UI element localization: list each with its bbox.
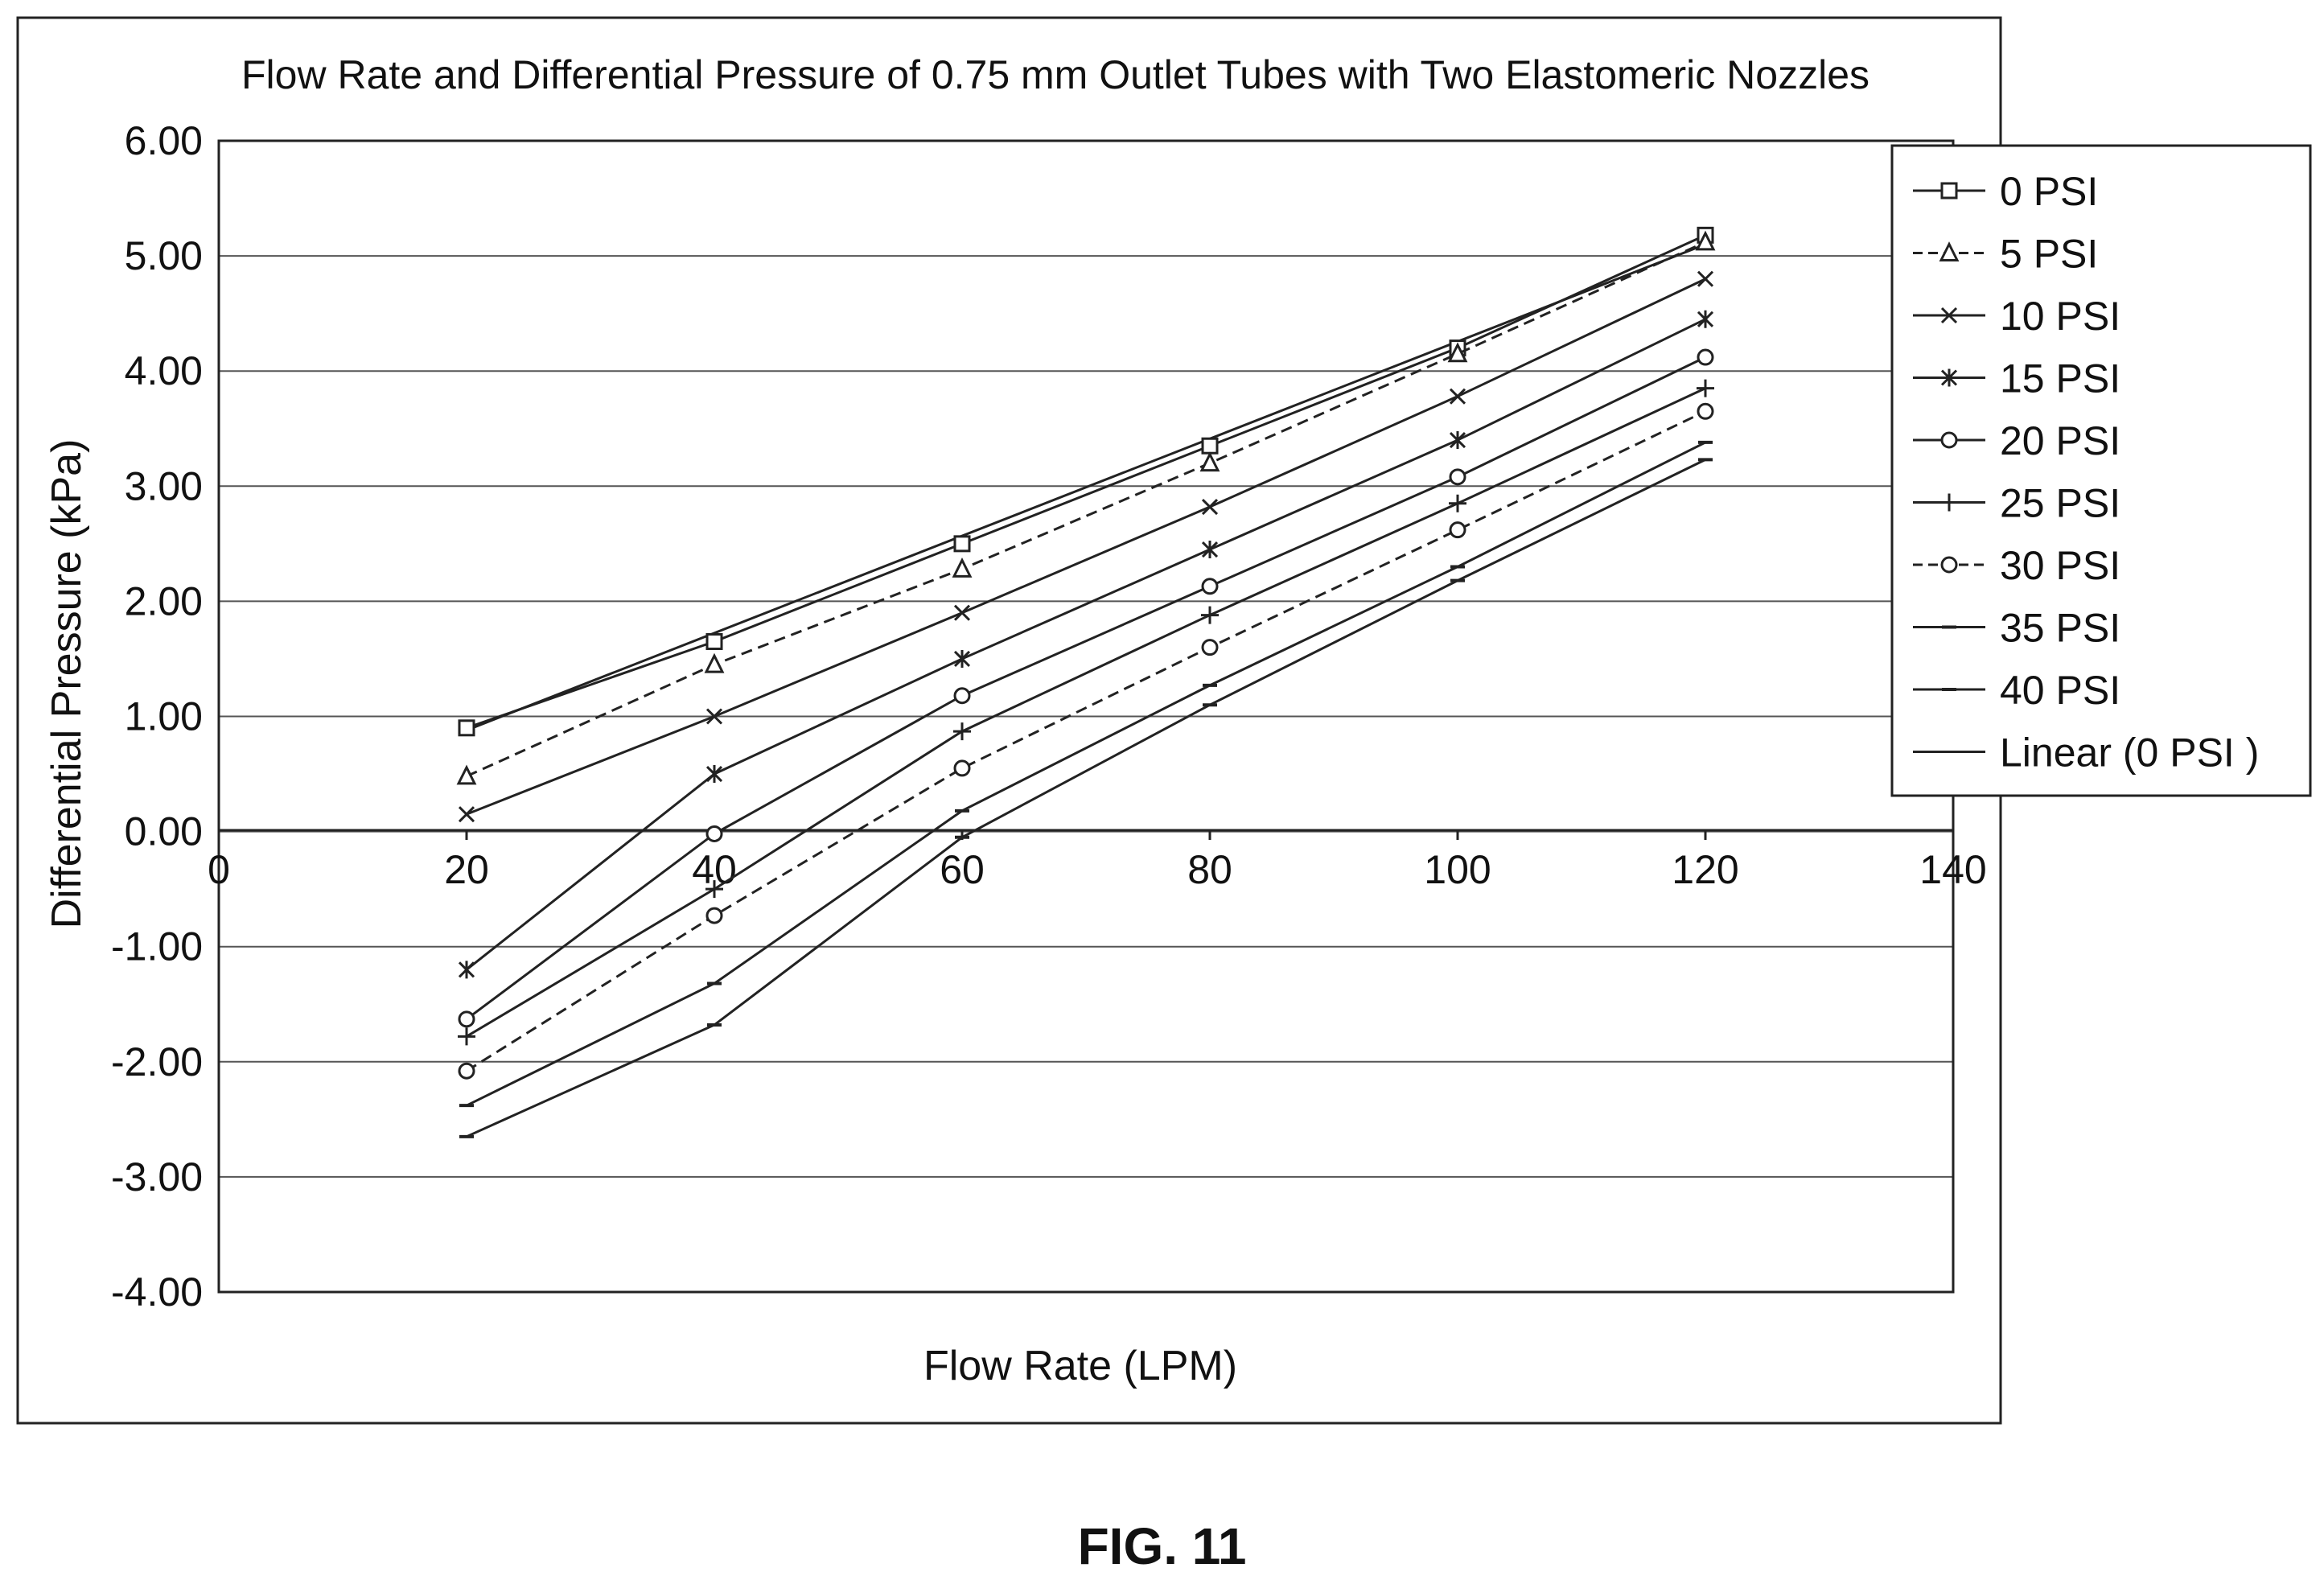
series-line-5 xyxy=(466,387,1706,1038)
y-tick-label: -1.00 xyxy=(111,924,203,969)
legend-label: 25 PSI xyxy=(2000,481,2120,526)
data-point xyxy=(953,722,971,741)
y-tick-label: 6.00 xyxy=(125,118,203,163)
data-point xyxy=(1697,402,1714,420)
legend-label: 15 PSI xyxy=(2000,356,2120,401)
series-line-7 xyxy=(466,441,1706,1107)
data-point xyxy=(705,880,723,899)
series-line-0 xyxy=(466,233,1706,730)
legend-marker xyxy=(1939,241,1960,261)
x-tick-label: 0 xyxy=(208,847,230,892)
legend: 0 PSI 5 PSI 10 PSI 15 PSI 20 PSI 25 PSI 30 PSI… xyxy=(1890,144,2312,797)
data-point xyxy=(1449,388,1466,405)
data-point xyxy=(705,632,723,650)
series-line-4 xyxy=(466,356,1706,1021)
legend-marker xyxy=(1940,493,1958,512)
data-point xyxy=(1449,468,1466,486)
legend-marker xyxy=(1940,556,1958,574)
y-tick-label: -3.00 xyxy=(111,1154,203,1199)
x-axis-label: Flow Rate (LPM) xyxy=(923,1343,1237,1389)
data-point xyxy=(953,687,971,705)
data-point xyxy=(458,719,475,737)
y-tick-label: 4.00 xyxy=(125,348,203,393)
plot-area: 6.00 5.00 4.00 3.00 2.00 1.00 0.00 -1.00 -2.00 -3… xyxy=(111,118,1987,1315)
data-point xyxy=(953,535,971,553)
series-line-trendline xyxy=(466,243,1706,732)
legend-label: 20 PSI xyxy=(2000,418,2120,463)
data-point xyxy=(1201,639,1219,656)
data-point xyxy=(1697,310,1714,328)
legend-label: Linear (0 PSI ) xyxy=(2000,730,2259,776)
y-tick-label: 3.00 xyxy=(125,463,203,508)
data-point xyxy=(705,825,723,842)
legend-label: 30 PSI xyxy=(2000,543,2120,588)
data-point xyxy=(458,1062,475,1080)
y-tick-label: -4.00 xyxy=(111,1269,203,1315)
data-point xyxy=(704,652,725,673)
series-line-8 xyxy=(466,459,1706,1138)
data-point xyxy=(1447,342,1468,363)
data-point xyxy=(953,604,971,621)
data-point xyxy=(458,1027,475,1046)
legend-marker xyxy=(1940,368,1958,387)
data-point xyxy=(1449,431,1466,450)
data-point xyxy=(1201,541,1219,559)
data-point xyxy=(458,961,475,979)
data-point xyxy=(1697,348,1714,366)
data-point xyxy=(953,649,971,668)
data-point xyxy=(1695,230,1716,251)
data-point xyxy=(1201,578,1219,595)
data-point xyxy=(705,708,723,725)
legend-marker xyxy=(1940,182,1958,200)
legend-marker xyxy=(1940,431,1958,449)
series-line-2 xyxy=(466,278,1706,816)
legend-label: 5 PSI xyxy=(2000,232,2098,277)
y-tick-label: 1.00 xyxy=(125,694,203,739)
legend-marker xyxy=(1940,307,1958,324)
legend-label: 35 PSI xyxy=(2000,606,2120,651)
series-line-3 xyxy=(466,318,1706,971)
data-point xyxy=(705,765,723,784)
data-point xyxy=(1449,521,1466,539)
data-point xyxy=(1697,379,1714,397)
x-tick-label: 60 xyxy=(940,847,985,892)
y-tick-label: 5.00 xyxy=(125,233,203,278)
data-point xyxy=(1697,270,1714,287)
y-tick-label: 2.00 xyxy=(125,578,203,623)
data-point xyxy=(1201,606,1219,624)
x-tick-label: 120 xyxy=(1672,847,1738,892)
legend-label: 40 PSI xyxy=(2000,668,2120,713)
legend-label: 0 PSI xyxy=(2000,169,2098,214)
chart-title: Flow Rate and Differential Pressure of 0… xyxy=(241,52,1869,97)
y-tick-label: 0.00 xyxy=(125,809,203,854)
data-point xyxy=(953,759,971,777)
series-line-1 xyxy=(466,241,1706,778)
legend-label: 10 PSI xyxy=(2000,294,2120,339)
x-tick-label: 80 xyxy=(1187,847,1232,892)
data-point xyxy=(1199,451,1220,472)
data-point xyxy=(705,907,723,924)
y-tick-label: -2.00 xyxy=(111,1039,203,1084)
figure-caption: FIG. 11 xyxy=(1077,1517,1247,1575)
data-point xyxy=(1449,494,1466,512)
y-axis-label: Differential Pressure (kPa) xyxy=(43,439,90,929)
data-point xyxy=(952,557,973,578)
data-point xyxy=(458,806,475,823)
x-tick-label: 140 xyxy=(1919,847,1986,892)
data-point xyxy=(456,764,477,785)
data-point xyxy=(1201,498,1219,516)
data-point xyxy=(458,1010,475,1028)
series-line-6 xyxy=(466,409,1706,1072)
data-point xyxy=(1201,437,1219,455)
x-tick-label: 100 xyxy=(1424,847,1491,892)
x-tick-label: 20 xyxy=(444,847,489,892)
